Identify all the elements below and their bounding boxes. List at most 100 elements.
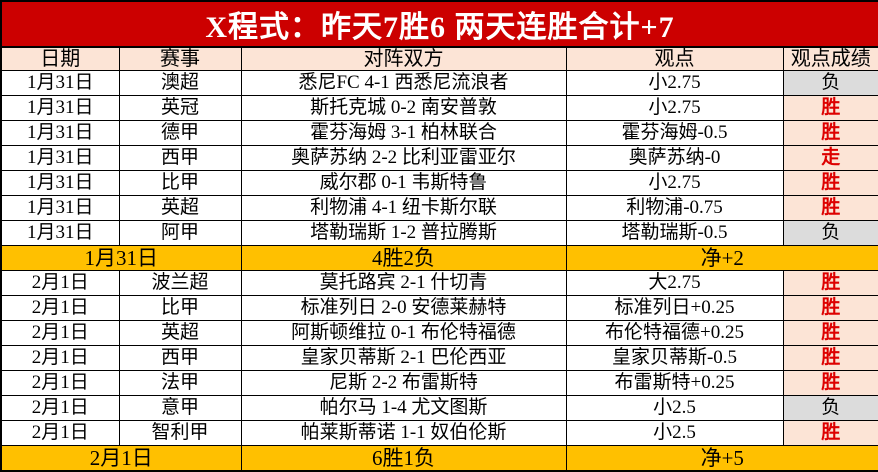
league-cell: 英超 (118, 320, 242, 346)
pick-cell: 小2.5 (565, 395, 784, 421)
summary-row: 2月1日 6胜1负 净+5 (0, 445, 878, 472)
result-cell: 胜 (782, 345, 878, 371)
date-cell: 2月1日 (0, 395, 120, 421)
table-row: 1月31日 西甲 奥萨苏纳 2-2 比利亚雷亚尔 奥萨苏纳-0 走 (0, 145, 878, 171)
table-row: 1月31日 英超 利物浦 4-1 纽卡斯尔联 利物浦-0.75 胜 (0, 195, 878, 221)
league-cell: 英超 (118, 195, 242, 221)
match-cell: 莫托路宾 2-1 什切青 (240, 270, 567, 296)
league-cell: 比甲 (118, 170, 242, 196)
league-cell: 德甲 (118, 120, 242, 146)
date-cell: 2月1日 (0, 345, 120, 371)
match-cell: 帕莱斯蒂诺 1-1 奴伯伦斯 (240, 420, 567, 446)
column-header-match: 对阵双方 (240, 46, 567, 71)
pick-cell: 布伦特福德+0.25 (565, 320, 784, 346)
table-row: 2月1日 波兰超 莫托路宾 2-1 什切青 大2.75 胜 (0, 270, 878, 296)
result-cell: 负 (782, 220, 878, 246)
summary-date-cell: 1月31日 (0, 245, 242, 271)
league-cell: 阿甲 (118, 220, 242, 246)
pick-cell: 小2.5 (565, 420, 784, 446)
match-cell: 斯托克城 0-2 南安普敦 (240, 95, 567, 121)
page-title: X程式：昨天7胜6 两天连胜合计+7 (0, 0, 878, 48)
table-body: 1月31日 澳超 悉尼FC 4-1 西悉尼流浪者 小2.75 负 1月31日 英冠 斯托克城 … (0, 70, 878, 472)
date-cell: 1月31日 (0, 220, 120, 246)
pick-cell: 奥萨苏纳-0 (565, 145, 784, 171)
match-cell: 奥萨苏纳 2-2 比利亚雷亚尔 (240, 145, 567, 171)
result-cell: 胜 (782, 95, 878, 121)
match-cell: 阿斯顿维拉 0-1 布伦特福德 (240, 320, 567, 346)
result-cell: 胜 (782, 295, 878, 321)
pick-cell: 大2.75 (565, 270, 784, 296)
result-cell: 负 (782, 395, 878, 421)
league-cell: 波兰超 (118, 270, 242, 296)
table-row: 1月31日 德甲 霍芬海姆 3-1 柏林联合 霍芬海姆-0.5 胜 (0, 120, 878, 146)
match-cell: 皇家贝蒂斯 2-1 巴伦西亚 (240, 345, 567, 371)
pick-cell: 布雷斯特+0.25 (565, 370, 784, 396)
table-row: 2月1日 比甲 标准列日 2-0 安德莱赫特 标准列日+0.25 胜 (0, 295, 878, 321)
summary-record-cell: 4胜2负 (240, 245, 567, 271)
pick-cell: 利物浦-0.75 (565, 195, 784, 221)
pick-cell: 塔勒瑞斯-0.5 (565, 220, 784, 246)
date-cell: 1月31日 (0, 170, 120, 196)
date-cell: 1月31日 (0, 70, 120, 96)
date-cell: 2月1日 (0, 420, 120, 446)
pick-cell: 小2.75 (565, 70, 784, 96)
pick-cell: 标准列日+0.25 (565, 295, 784, 321)
result-cell: 负 (782, 70, 878, 96)
result-cell: 胜 (782, 170, 878, 196)
result-cell: 胜 (782, 370, 878, 396)
date-cell: 2月1日 (0, 320, 120, 346)
date-cell: 2月1日 (0, 270, 120, 296)
match-cell: 悉尼FC 4-1 西悉尼流浪者 (240, 70, 567, 96)
date-cell: 2月1日 (0, 370, 120, 396)
match-cell: 帕尔马 1-4 尤文图斯 (240, 395, 567, 421)
date-cell: 1月31日 (0, 195, 120, 221)
summary-net-cell: 净+5 (565, 445, 878, 472)
date-cell: 1月31日 (0, 95, 120, 121)
column-header-result: 观点成绩 (782, 46, 878, 71)
pick-cell: 小2.75 (565, 95, 784, 121)
date-cell: 1月31日 (0, 145, 120, 171)
league-cell: 法甲 (118, 370, 242, 396)
league-cell: 意甲 (118, 395, 242, 421)
result-cell: 胜 (782, 420, 878, 446)
title-row: X程式：昨天7胜6 两天连胜合计+7 (0, 0, 878, 48)
match-cell: 霍芬海姆 3-1 柏林联合 (240, 120, 567, 146)
summary-net-cell: 净+2 (565, 245, 878, 271)
result-cell: 胜 (782, 195, 878, 221)
result-cell: 胜 (782, 120, 878, 146)
pick-cell: 小2.75 (565, 170, 784, 196)
column-header-date: 日期 (0, 46, 120, 71)
match-cell: 尼斯 2-2 布雷斯特 (240, 370, 567, 396)
summary-date-cell: 2月1日 (0, 445, 242, 472)
match-cell: 威尔郡 0-1 韦斯特鲁 (240, 170, 567, 196)
pick-cell: 皇家贝蒂斯-0.5 (565, 345, 784, 371)
pick-cell: 霍芬海姆-0.5 (565, 120, 784, 146)
result-cell: 胜 (782, 270, 878, 296)
column-header-row: 日期 赛事 对阵双方 观点 观点成绩 (0, 46, 878, 71)
league-cell: 比甲 (118, 295, 242, 321)
table-row: 1月31日 英冠 斯托克城 0-2 南安普敦 小2.75 胜 (0, 95, 878, 121)
result-cell: 胜 (782, 320, 878, 346)
column-header-league: 赛事 (118, 46, 242, 71)
league-cell: 西甲 (118, 145, 242, 171)
table-row: 2月1日 英超 阿斯顿维拉 0-1 布伦特福德 布伦特福德+0.25 胜 (0, 320, 878, 346)
league-cell: 澳超 (118, 70, 242, 96)
table-row: 1月31日 阿甲 塔勒瑞斯 1-2 普拉腾斯 塔勒瑞斯-0.5 负 (0, 220, 878, 246)
match-cell: 标准列日 2-0 安德莱赫特 (240, 295, 567, 321)
column-header-pick: 观点 (565, 46, 784, 71)
table-row: 1月31日 比甲 威尔郡 0-1 韦斯特鲁 小2.75 胜 (0, 170, 878, 196)
summary-row: 1月31日 4胜2负 净+2 (0, 245, 878, 271)
table-row: 2月1日 意甲 帕尔马 1-4 尤文图斯 小2.5 负 (0, 395, 878, 421)
table-row: 2月1日 西甲 皇家贝蒂斯 2-1 巴伦西亚 皇家贝蒂斯-0.5 胜 (0, 345, 878, 371)
table-row: 2月1日 法甲 尼斯 2-2 布雷斯特 布雷斯特+0.25 胜 (0, 370, 878, 396)
summary-record-cell: 6胜1负 (240, 445, 567, 472)
date-cell: 1月31日 (0, 120, 120, 146)
match-cell: 利物浦 4-1 纽卡斯尔联 (240, 195, 567, 221)
table-row: 2月1日 智利甲 帕莱斯蒂诺 1-1 奴伯伦斯 小2.5 胜 (0, 420, 878, 446)
table-row: 1月31日 澳超 悉尼FC 4-1 西悉尼流浪者 小2.75 负 (0, 70, 878, 96)
match-cell: 塔勒瑞斯 1-2 普拉腾斯 (240, 220, 567, 246)
date-cell: 2月1日 (0, 295, 120, 321)
result-cell: 走 (782, 145, 878, 171)
league-cell: 西甲 (118, 345, 242, 371)
